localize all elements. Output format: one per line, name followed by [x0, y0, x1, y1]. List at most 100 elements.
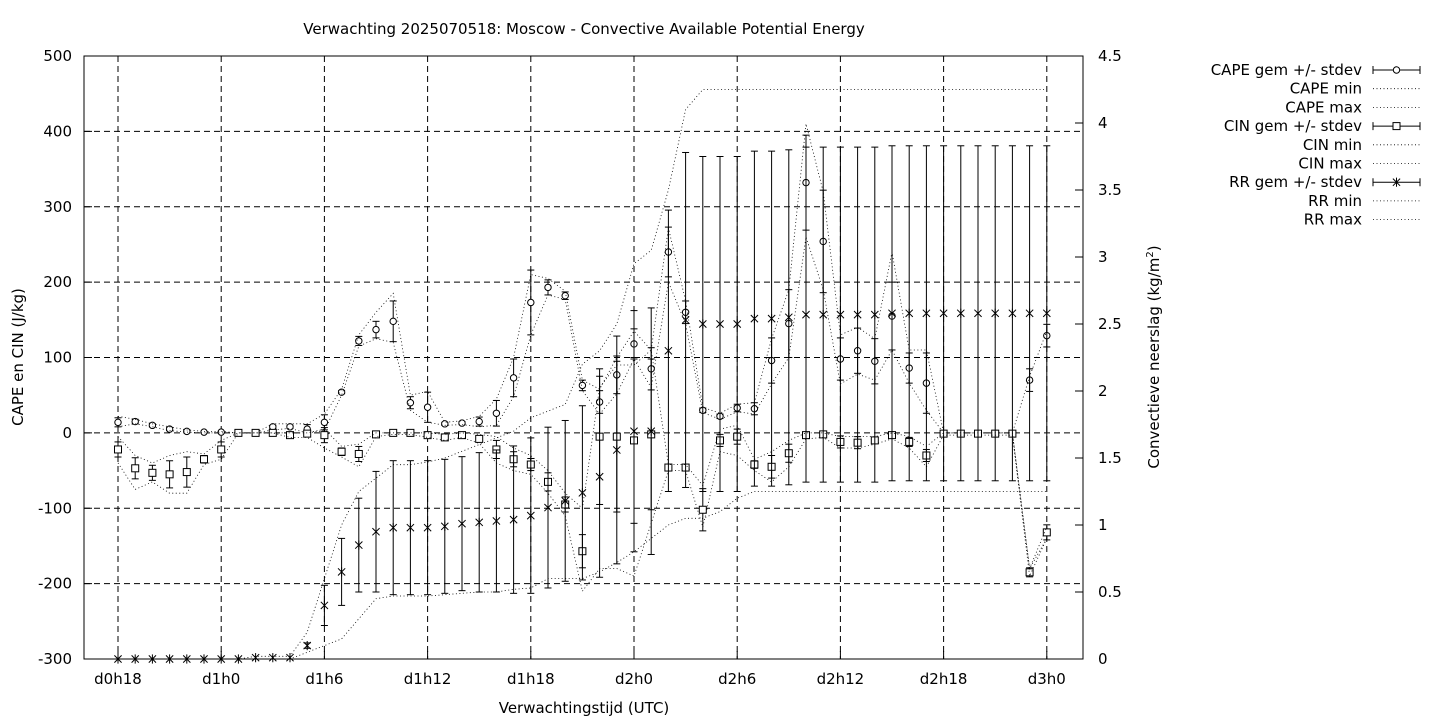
series-rr-gem-stdev [114, 145, 1051, 664]
data-point [544, 283, 552, 292]
y2-tick-label: 0.5 [1098, 583, 1122, 601]
data-point [355, 337, 363, 345]
data-point [114, 418, 122, 427]
data-point [630, 426, 638, 436]
data-point [647, 426, 656, 436]
data-point [440, 521, 449, 531]
data-point [578, 381, 587, 390]
data-point [251, 653, 260, 663]
data-point [286, 653, 294, 663]
y2-tick-label: 3.5 [1098, 181, 1122, 199]
legend-marker [1392, 177, 1401, 187]
data-point [819, 310, 828, 320]
data-point [148, 421, 157, 430]
plot-frame [83, 55, 1084, 660]
legend-marker [1392, 122, 1401, 131]
legend-label: RR gem +/- stdev [1229, 173, 1362, 191]
data-point [492, 409, 501, 417]
series-layer [114, 89, 1051, 664]
y-tick-label: 500 [43, 47, 72, 65]
legend-label: CAPE max [1285, 98, 1362, 116]
legend-label: CIN max [1298, 155, 1362, 173]
y-axis-label: CAPE en CIN (J/kg) [9, 288, 27, 426]
data-point [406, 523, 415, 533]
x-tick-label: d2h0 [615, 670, 653, 688]
data-point [423, 431, 432, 440]
y-tick-label: -300 [38, 650, 72, 668]
x-axis-label: Verwachtingstijd (UTC) [499, 699, 670, 717]
data-point [320, 600, 329, 610]
data-point [458, 419, 466, 427]
data-point [458, 519, 466, 529]
data-point [303, 641, 312, 651]
y2-axis-label-sup: 2 [1145, 251, 1156, 257]
data-point [492, 516, 501, 526]
data-point [664, 346, 673, 356]
x-tick-label: d2h18 [920, 670, 968, 688]
chart-title: Verwachting 2025070518: Moscow - Convect… [303, 20, 865, 38]
y2-tick-label: 4 [1098, 114, 1108, 132]
data-point [251, 428, 260, 437]
data-point [148, 468, 157, 477]
x-tick-label: d3h0 [1028, 670, 1066, 688]
data-point [836, 310, 845, 320]
y2-tick-label: 1.5 [1098, 449, 1122, 467]
x-tick-label: d0h18 [94, 670, 142, 688]
data-point [922, 308, 931, 318]
data-point [183, 427, 191, 436]
data-point [509, 374, 518, 382]
data-point [1042, 528, 1051, 537]
data-point [939, 308, 948, 318]
data-point [526, 511, 535, 521]
y-tick-label: 100 [43, 349, 72, 367]
data-point [888, 308, 896, 318]
data-point [423, 403, 432, 411]
data-point [131, 417, 139, 426]
data-point [475, 434, 484, 443]
data-point [372, 527, 380, 537]
data-point [234, 654, 243, 664]
data-point [681, 315, 690, 325]
data-point [853, 310, 862, 320]
series-line [118, 491, 1047, 660]
y-tick-label: 0 [62, 424, 72, 442]
legend-label: RR min [1308, 192, 1362, 210]
data-point [991, 308, 1000, 318]
data-point [544, 502, 552, 513]
data-point [200, 428, 208, 436]
y-tick-label: 300 [43, 198, 72, 216]
data-point [509, 515, 518, 525]
data-point [320, 418, 329, 427]
data-point [870, 310, 879, 320]
data-point [200, 455, 208, 464]
data-point [561, 496, 570, 506]
data-point [286, 431, 294, 440]
data-point [698, 319, 707, 329]
data-point [337, 447, 346, 456]
legend-label: CIN min [1303, 136, 1362, 154]
data-point [561, 291, 569, 300]
x-tick-label: d2h6 [718, 670, 756, 688]
data-point [148, 654, 157, 664]
data-point [458, 431, 466, 440]
data-point [595, 472, 604, 482]
data-point [733, 319, 742, 329]
data-point [217, 445, 226, 454]
data-point [234, 428, 243, 437]
y2-tick-label: 3 [1098, 248, 1108, 266]
y2-tick-label: 1 [1098, 516, 1108, 534]
data-point [389, 523, 398, 533]
legend-label: RR max [1304, 211, 1362, 229]
legend-label: CAPE gem +/- stdev [1211, 61, 1362, 79]
data-point [612, 445, 621, 455]
data-point [354, 540, 363, 550]
y-tick-label: 400 [43, 122, 72, 140]
data-point [200, 654, 208, 664]
y2-axis-label-main: Convectieve neerslag (kg/m [1145, 258, 1163, 469]
y2-tick-label: 4.5 [1098, 47, 1122, 65]
data-point [423, 523, 432, 533]
data-point [320, 431, 329, 440]
data-point [578, 488, 587, 498]
data-point [114, 445, 122, 454]
